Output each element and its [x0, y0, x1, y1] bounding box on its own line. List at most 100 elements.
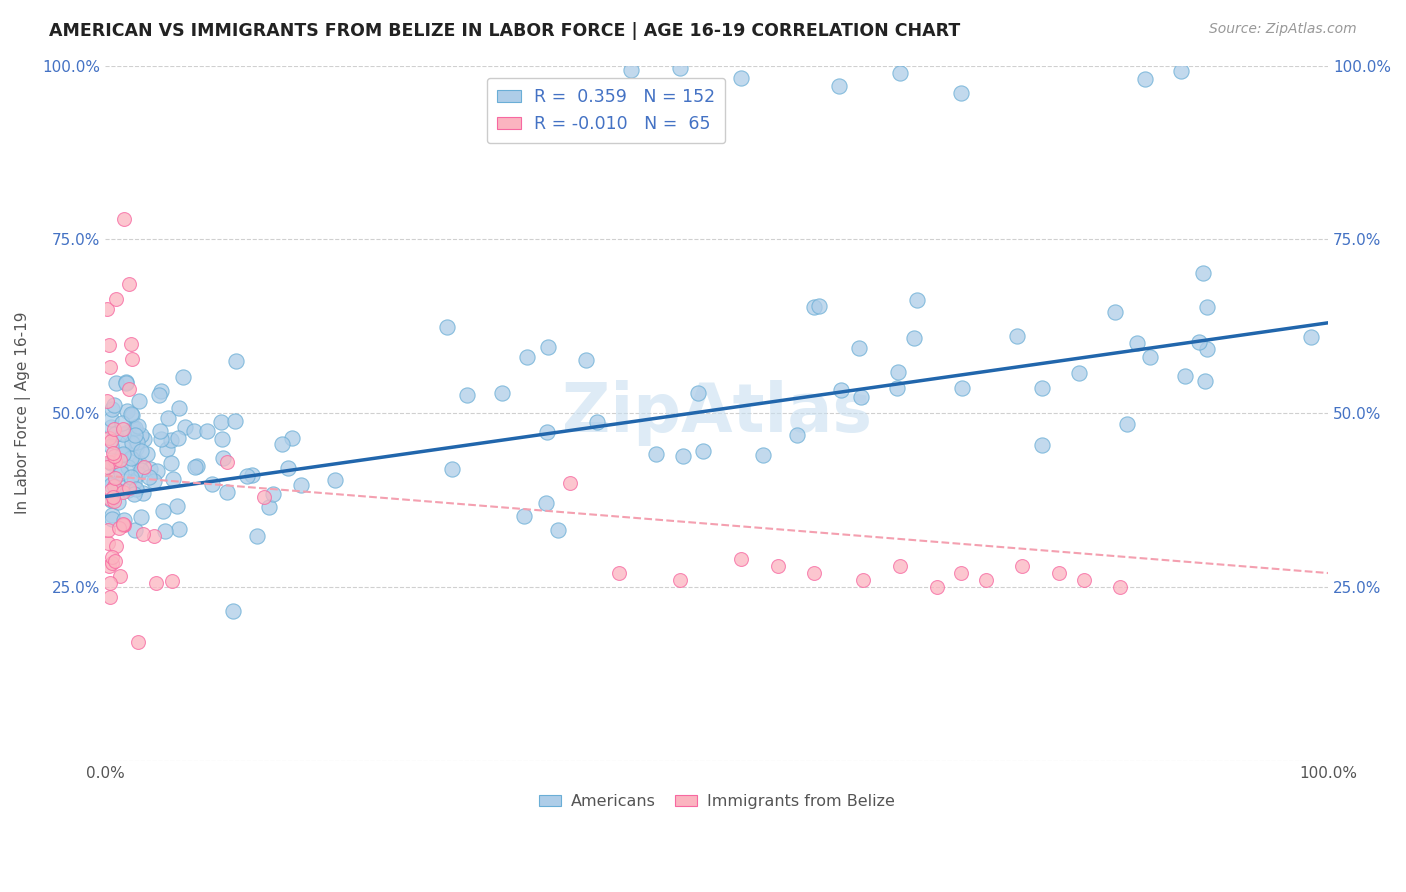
Point — [575, 353, 598, 368]
Point — [491, 385, 513, 400]
Point — [127, 418, 149, 433]
Point — [498, 83, 520, 97]
Point — [536, 425, 558, 440]
Point — [146, 464, 169, 478]
Point — [98, 575, 121, 590]
Point — [128, 456, 150, 470]
Point — [558, 475, 581, 490]
Point — [149, 424, 172, 438]
Point — [105, 475, 128, 490]
Point — [186, 459, 208, 474]
Point — [125, 482, 148, 496]
Point — [512, 509, 534, 524]
Point — [124, 421, 146, 435]
Point — [132, 432, 155, 446]
Point — [120, 469, 142, 483]
Point — [100, 419, 122, 434]
Point — [112, 427, 135, 442]
Point — [100, 477, 122, 491]
Point — [586, 416, 609, 430]
Point — [124, 450, 146, 465]
Point — [225, 353, 247, 368]
Point — [103, 422, 125, 436]
Point — [236, 469, 259, 483]
Point — [98, 590, 121, 604]
Point — [1007, 329, 1029, 343]
Point — [110, 449, 132, 463]
Point — [115, 375, 138, 389]
Point — [160, 433, 183, 447]
Point — [692, 444, 714, 458]
Point — [224, 415, 246, 429]
Point — [103, 490, 125, 504]
Point — [1126, 336, 1149, 351]
Point — [886, 365, 908, 379]
Point — [108, 453, 131, 467]
Point — [118, 382, 141, 396]
Point — [270, 437, 292, 451]
Point — [112, 422, 135, 436]
Point — [121, 351, 143, 366]
Point — [112, 485, 135, 500]
Point — [149, 384, 172, 398]
Point — [112, 447, 135, 461]
Point — [436, 320, 458, 334]
Point — [139, 462, 162, 476]
Point — [1195, 300, 1218, 314]
Point — [246, 529, 269, 543]
Point — [851, 390, 873, 404]
Point — [100, 456, 122, 470]
Point — [105, 539, 128, 553]
Point — [1104, 305, 1126, 319]
Point — [120, 407, 142, 421]
Point — [105, 376, 128, 391]
Point — [456, 388, 478, 402]
Point — [128, 393, 150, 408]
Point — [125, 435, 148, 450]
Point — [441, 462, 464, 476]
Point — [101, 512, 124, 526]
Point — [97, 431, 120, 445]
Point — [129, 510, 152, 524]
Point — [100, 492, 122, 507]
Point — [132, 486, 155, 500]
Point — [162, 574, 184, 588]
Text: Source: ZipAtlas.com: Source: ZipAtlas.com — [1209, 22, 1357, 37]
Point — [786, 427, 808, 442]
Point — [903, 331, 925, 345]
Point — [1011, 559, 1033, 574]
Point — [669, 61, 692, 75]
Point — [117, 404, 139, 418]
Point — [124, 428, 146, 442]
Point — [101, 508, 124, 522]
Point — [253, 490, 276, 504]
Text: ZipAtlas: ZipAtlas — [561, 380, 872, 446]
Point — [103, 493, 125, 508]
Point — [129, 427, 152, 442]
Point — [950, 566, 973, 580]
Point — [117, 483, 139, 498]
Point — [950, 86, 973, 100]
Point — [1133, 72, 1156, 87]
Point — [100, 483, 122, 497]
Point — [122, 420, 145, 434]
Point — [209, 415, 232, 429]
Point — [257, 500, 280, 514]
Point — [103, 479, 125, 493]
Point — [672, 449, 695, 463]
Point — [1109, 580, 1132, 594]
Point — [110, 466, 132, 480]
Point — [803, 300, 825, 314]
Point — [132, 459, 155, 474]
Point — [1031, 438, 1053, 452]
Y-axis label: In Labor Force | Age 16-19: In Labor Force | Age 16-19 — [15, 312, 31, 515]
Point — [101, 446, 124, 460]
Point — [104, 454, 127, 468]
Point — [217, 485, 239, 500]
Point — [129, 463, 152, 477]
Point — [111, 416, 134, 430]
Point — [183, 424, 205, 438]
Point — [98, 338, 121, 352]
Point — [537, 340, 560, 354]
Point — [101, 402, 124, 417]
